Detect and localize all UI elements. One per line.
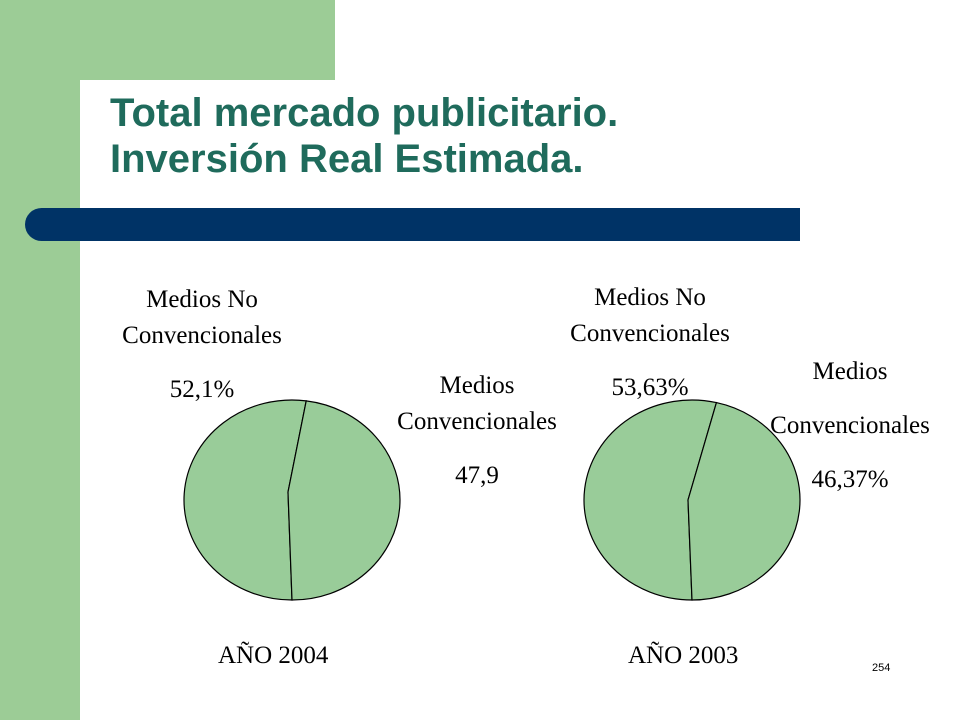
pie2-slice0-value: 53,63%: [611, 374, 689, 401]
pie2-slice-convencionales: [687, 401, 801, 601]
pie1-slice0-name-line2: Convencionales: [122, 322, 282, 349]
pie2-slice0-name-line2: Convencionales: [570, 320, 730, 347]
pie2-year-label: AÑO 2003: [628, 642, 739, 669]
pie1-slice1-name-line2: Convencionales: [397, 408, 557, 435]
title-line-1: Total mercado publicitario.: [110, 91, 619, 135]
pie1-slice-convencionales: [287, 400, 401, 601]
title-underline-bar: [25, 208, 800, 241]
pie1-slice0-value: 52,1%: [169, 376, 235, 403]
pie2-slice1-name-line2: Convencionales: [770, 412, 930, 439]
pie1-label-no-convencionales: Medios No Convencionales 52,1%: [92, 282, 312, 408]
pie2-slice1-name-line1: Medios: [812, 358, 888, 385]
pie2-slice-no-convencionales: [583, 399, 718, 601]
slide-title: Total mercado publicitario. Inversión Re…: [110, 90, 870, 182]
pie2-slice0-name-line1: Medios No: [594, 284, 706, 311]
slide-number: 254: [872, 662, 891, 674]
top-band: [0, 0, 335, 80]
pie2-label-no-convencionales: Medios No Convencionales 53,63%: [540, 280, 760, 406]
pie1-year-label: AÑO 2004: [218, 642, 329, 669]
pie1-slice1-value: 47,9: [455, 462, 499, 489]
pie1-slice0-name-line1: Medios No: [146, 286, 258, 313]
side-band: [0, 0, 80, 720]
title-line-2: Inversión Real Estimada.: [110, 137, 584, 181]
pie2-slice1-value: 46,37%: [811, 466, 889, 493]
pie1-slice-no-convencionales: [183, 399, 307, 601]
content-panel: [80, 80, 960, 720]
pie2-label-convencionales: Medios Convencionales 46,37%: [740, 345, 960, 507]
pie1-slice1-name-line1: Medios: [439, 372, 515, 399]
pie1-label-convencionales: Medios Convencionales 47,9: [367, 368, 587, 494]
